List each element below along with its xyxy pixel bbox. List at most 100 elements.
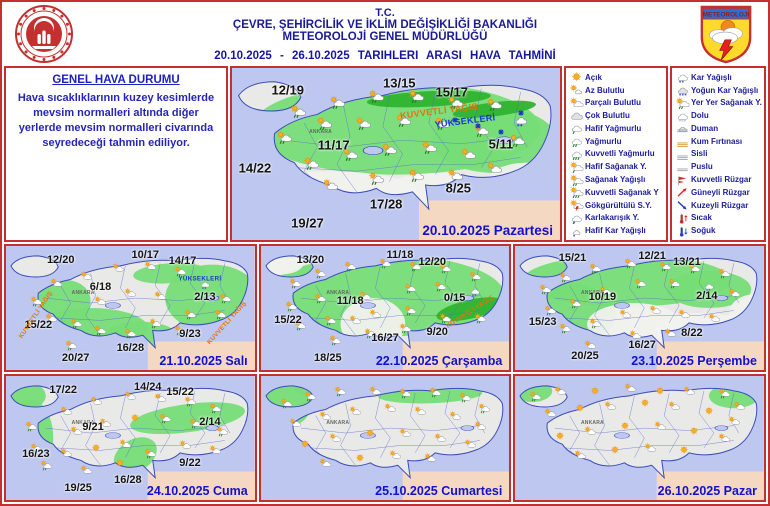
c-icon xyxy=(664,328,676,337)
legend-item: Güneyli Rüzgar xyxy=(675,186,763,199)
kuvvetli-saganak-icon xyxy=(569,186,585,199)
kum-firtinasi-icon xyxy=(677,142,688,148)
temperature-label: 11/18 xyxy=(386,248,414,261)
temperature-label: 16/27 xyxy=(628,339,656,352)
c-icon xyxy=(649,305,661,314)
turkey-map xyxy=(6,376,255,500)
weather-map-icon xyxy=(468,270,481,282)
legend-item: Sıcak xyxy=(675,212,763,225)
map-date-label: 25.10.2025 Cumartesi xyxy=(375,484,503,498)
weather-map-icon xyxy=(69,317,82,329)
star-ring xyxy=(17,7,71,61)
r-icon xyxy=(569,298,582,309)
weather-map-icon xyxy=(573,403,586,414)
c-icon xyxy=(349,405,362,415)
weather-map-icon xyxy=(529,390,542,402)
s-icon xyxy=(356,453,364,462)
weather-map-icon xyxy=(718,268,731,279)
temperature-label: 19/25 xyxy=(64,481,92,494)
c-icon xyxy=(70,425,82,435)
c-icon xyxy=(464,439,476,448)
legend-item: Parçalı Bulutlu xyxy=(569,97,665,110)
weather-map-icon xyxy=(218,293,231,304)
weather-map-icon xyxy=(59,405,72,416)
r-icon xyxy=(124,328,137,339)
r-icon xyxy=(408,89,424,103)
turkey-map xyxy=(260,246,510,370)
c-icon xyxy=(434,433,446,442)
cok-bulutlu-icon xyxy=(571,112,583,120)
r-icon xyxy=(539,284,552,295)
temperature-label: 14/17 xyxy=(168,254,197,267)
weather-map-icon xyxy=(94,325,107,336)
city-label: ANKARA xyxy=(71,420,95,427)
r-icon xyxy=(589,318,601,329)
meteorology-shield-icon: METEOROLOJI xyxy=(700,5,752,64)
r-icon xyxy=(718,388,731,399)
weather-map-icon xyxy=(623,383,636,394)
weather-map-icon xyxy=(342,147,359,161)
dolu-icon xyxy=(675,110,691,122)
r-icon xyxy=(421,140,437,155)
weather-map-icon xyxy=(678,309,691,320)
ministry-emblem-icon xyxy=(15,5,73,63)
weather-map-icon xyxy=(703,280,716,291)
c-icon xyxy=(474,420,486,430)
c-icon xyxy=(449,410,461,420)
sicak-icon xyxy=(675,212,691,224)
weather-map-icon xyxy=(383,403,396,414)
weather-map-icon xyxy=(379,258,392,269)
c-icon xyxy=(728,415,741,425)
temperature-label: 9/22 xyxy=(179,456,201,469)
legend-column-1: Açık Az Bulutlu Parçalı Bulutlu Çok Bulu… xyxy=(564,66,668,242)
temperature-label: 20/25 xyxy=(571,350,599,363)
weather-map-icon xyxy=(492,125,509,139)
r-icon xyxy=(559,323,572,334)
yagmurlu-icon xyxy=(569,135,585,148)
r-icon xyxy=(599,285,611,296)
weather-map-icon xyxy=(315,116,332,130)
weather-map-icon xyxy=(364,428,377,439)
weather-map-icon xyxy=(433,116,450,130)
weather-map-icon xyxy=(658,260,671,272)
s-icon xyxy=(366,428,374,437)
yer-yer-saganak-icon xyxy=(675,97,691,109)
r-icon xyxy=(408,168,424,182)
weather-map-icon xyxy=(284,300,297,311)
weather-map-icon xyxy=(643,442,656,453)
weather-map-icon xyxy=(94,295,107,306)
hafif-kar-icon xyxy=(569,225,585,237)
weather-map-icon xyxy=(407,168,424,182)
c-icon xyxy=(554,386,567,395)
az-bulutlu-icon xyxy=(569,84,585,96)
temperature-label: 10/17 xyxy=(131,248,160,261)
legend-item-label: Hafif Yağmurlu xyxy=(585,123,642,133)
r-icon xyxy=(314,268,327,279)
c-icon xyxy=(209,445,221,454)
weather-map-icon xyxy=(588,317,601,329)
n-icon xyxy=(201,282,210,290)
n-icon xyxy=(470,288,480,296)
f-icon xyxy=(517,110,524,116)
map-date-label: 23.10.2025 Perşembe xyxy=(631,354,758,368)
weather-map-icon xyxy=(359,290,372,301)
r-icon xyxy=(30,295,42,306)
weather-map-icon xyxy=(388,450,401,461)
saganak-yagisli-icon xyxy=(569,174,585,186)
temperature-label: 13/15 xyxy=(382,75,416,91)
c-icon xyxy=(708,313,721,322)
legend-item: Yer Yer Sağanak Y. xyxy=(675,97,763,110)
weather-map-icon xyxy=(468,285,481,296)
r-icon xyxy=(344,261,357,272)
map-panel-wednesday: ANKARA 13/20 11/18 12/20 11/18 0/15 15/22 9/20 1… xyxy=(258,244,512,372)
legend-item-label: Kar Yağışlı xyxy=(691,72,732,82)
weather-map-icon xyxy=(588,263,601,274)
weather-map-icon xyxy=(728,415,741,426)
r-icon xyxy=(149,318,162,329)
temperature-label: 16/27 xyxy=(371,331,399,344)
kar-yagisli-icon xyxy=(675,71,691,83)
legend-item: Kar Yağışlı xyxy=(675,71,763,84)
weather-map-icon xyxy=(653,420,666,431)
c-icon xyxy=(50,278,62,287)
c-icon xyxy=(574,450,586,459)
